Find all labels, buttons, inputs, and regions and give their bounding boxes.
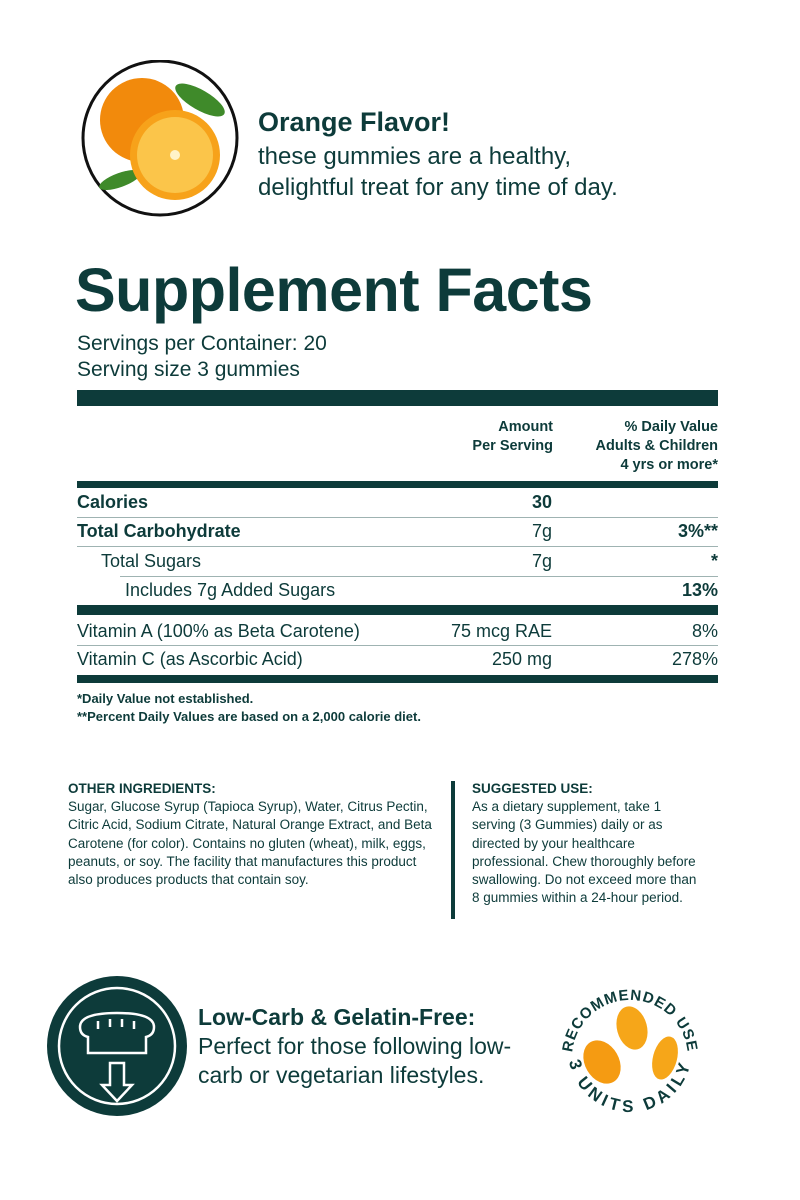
suggested-use: SUGGESTED USE: As a dietary supplement, …	[472, 780, 707, 907]
nutrient-name: Includes 7g Added Sugars	[125, 580, 336, 600]
nutrient-name: Vitamin A (100% as Beta Carotene)	[77, 621, 360, 641]
divider	[77, 546, 718, 547]
flavor-line: delightful treat for any time of day.	[258, 174, 618, 201]
divider	[77, 390, 718, 406]
nutrient-name: Vitamin C (as Ascorbic Acid)	[77, 649, 303, 669]
low-carb-bread-icon	[47, 976, 187, 1116]
nutrient-dv: 13%	[681, 580, 718, 600]
orange-image	[81, 60, 239, 217]
divider	[77, 675, 718, 683]
nutrient-dv: 3%**	[677, 521, 718, 541]
divider	[77, 645, 718, 646]
nutrient-name: Total Carbohydrate	[77, 521, 241, 541]
other-ingredients: OTHER INGREDIENTS: Sugar, Glucose Syrup …	[68, 780, 443, 889]
page-title: Supplement Facts	[75, 256, 593, 324]
table-row: Vitamin C (as Ascorbic Acid) 250 mg 278%	[77, 645, 718, 673]
nutrient-amount: 250 mg	[491, 649, 552, 669]
table-row: Vitamin A (100% as Beta Carotene) 75 mcg …	[77, 617, 718, 645]
nutrient-name: Calories	[77, 492, 149, 512]
nutrient-dv: *	[710, 551, 718, 571]
table-row: Total Carbohydrate 7g 3%**	[77, 517, 718, 545]
ingredients-text: Sugar, Glucose Syrup (Tapioca Syrup), Wa…	[68, 799, 432, 888]
nutrient-name: Total Sugars	[101, 551, 202, 571]
nutrient-dv: 8%	[691, 621, 718, 641]
suggested-text: As a dietary supplement, take 1 serving …	[472, 799, 697, 906]
servings-per-container: Servings per Container: 20	[77, 332, 327, 355]
divider	[77, 481, 718, 488]
serving-size: Serving size 3 gummies	[77, 358, 300, 381]
header-line: 4 yrs or more*	[620, 457, 718, 473]
header-line: Adults & Children	[595, 438, 718, 454]
feature-text: Perfect for those following low-carb or …	[198, 1033, 512, 1088]
nutrient-dv: 278%	[671, 649, 718, 669]
divider	[77, 605, 718, 615]
gummies-image	[583, 1006, 678, 1084]
nutrient-amount: 30	[531, 492, 552, 512]
header-line: Per Serving	[472, 438, 553, 454]
ingredients-title: OTHER INGREDIENTS:	[68, 781, 216, 796]
badge-bottom-text: 3 UNITS DAILY	[565, 1057, 691, 1116]
daily-value-header: % Daily Value Adults & Children 4 yrs or…	[596, 418, 718, 475]
header-line: Amount	[498, 419, 553, 435]
table-row: Total Sugars 7g *	[77, 547, 718, 575]
divider	[77, 517, 718, 518]
nutrient-amount: 75 mcg RAE	[450, 621, 552, 641]
flavor-line: these gummies are a healthy,	[258, 143, 572, 170]
flavor-description: these gummies are a healthy, delightful …	[258, 141, 618, 203]
suggested-title: SUGGESTED USE:	[472, 781, 593, 796]
svg-text:3 UNITS DAILY: 3 UNITS DAILY	[565, 1057, 695, 1116]
nutrient-amount: 7g	[531, 521, 552, 541]
table-row: Calories 30	[77, 488, 718, 516]
flavor-title: Orange Flavor!	[258, 107, 451, 137]
footnote: *Daily Value not established.	[77, 691, 254, 706]
divider	[451, 781, 455, 919]
feature-title: Low-Carb & Gelatin-Free:	[198, 1004, 476, 1030]
nutrient-amount: 7g	[531, 551, 552, 571]
header-line: % Daily Value	[624, 419, 719, 435]
divider	[120, 576, 718, 577]
table-row: Includes 7g Added Sugars 13%	[77, 576, 718, 604]
amount-header: Amount Per Serving	[472, 418, 553, 456]
footnote: **Percent Daily Values are based on a 2,…	[77, 709, 421, 724]
recommended-use-badge: RECOMMENDED USE 3 UNITS DAILY	[559, 987, 700, 1116]
feature-block: Low-Carb & Gelatin-Free: Perfect for tho…	[198, 1003, 538, 1090]
